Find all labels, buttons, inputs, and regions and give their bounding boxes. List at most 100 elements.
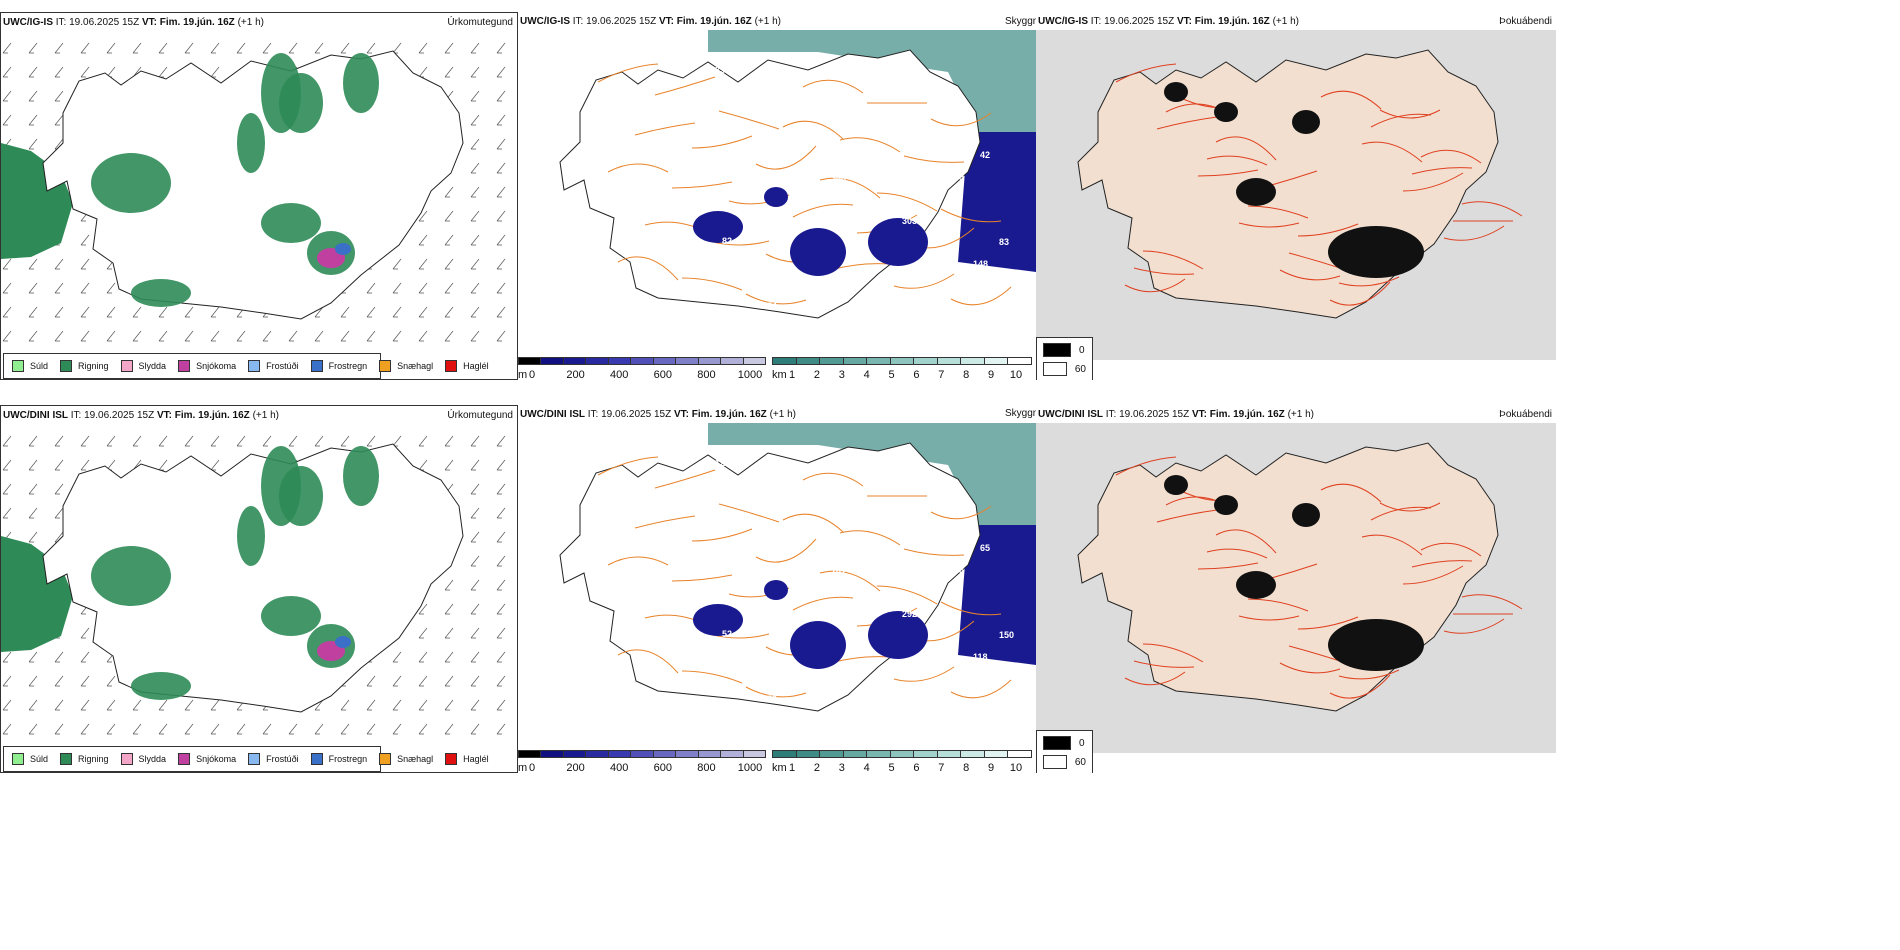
cloud-visibility-map-top: 968 204 277 346 303 148 747 338 162 657 65 83 85 105 1… <box>518 12 1036 380</box>
precip-legend: Súld Rigning Slydda Snjókoma Frostúði Frostre… <box>3 353 489 379</box>
legend-swatch <box>379 360 392 372</box>
cloud-base-colorbar: m 0 200 400 600 800 1000 <box>518 750 768 773</box>
low-cloud-area <box>790 621 846 669</box>
field-name: Skyggni <box>1005 16 1041 27</box>
low-cloud-area <box>764 580 788 600</box>
road <box>671 574 733 582</box>
colorbar-tick: 4 <box>863 369 870 380</box>
vt-label: VT: <box>141 17 157 28</box>
colorbar-bin <box>586 751 609 757</box>
it-value: 19.06.2025 15Z <box>601 409 672 420</box>
legend-swatch <box>248 753 261 765</box>
ceiling-label: 65 <box>980 543 990 553</box>
road <box>1297 616 1359 630</box>
ceiling-label: 338 <box>715 65 730 75</box>
ceiling-label: 42 <box>838 64 848 74</box>
colorbar-tick: 2 <box>813 369 820 380</box>
low-cloud-area <box>693 604 743 636</box>
ceiling-label: 277 <box>760 130 775 140</box>
it-value: 19.06.2025 15Z <box>84 410 155 421</box>
legend-label: Snjókoma <box>196 754 237 764</box>
road <box>1379 502 1441 512</box>
fog-area <box>1328 619 1424 671</box>
vt-value: Fim. 19.jún. 16Z <box>676 16 752 27</box>
it-value: 19.06.2025 15Z <box>69 17 140 28</box>
road <box>597 456 659 476</box>
road <box>1320 90 1382 110</box>
legend-item: Frostúði <box>248 360 299 372</box>
model-name: UWC/DINI ISL <box>520 409 585 420</box>
legend-swatch <box>445 360 458 372</box>
road <box>903 155 965 163</box>
it-label: IT: <box>70 410 82 421</box>
lead-offset: (+1 h) <box>237 17 264 28</box>
fog-high-value: 60 <box>1074 363 1086 375</box>
road <box>755 145 817 170</box>
colorbar-unit: km <box>772 762 787 773</box>
panel-header: UWC/IG-IS IT: 19.06.2025 15Z VT: Fim. 19… <box>3 17 264 28</box>
road <box>745 686 807 698</box>
road <box>792 596 854 611</box>
colorbar-bin <box>631 358 654 364</box>
ceiling-label: 42 <box>980 150 990 160</box>
road <box>876 585 938 605</box>
road <box>1133 660 1195 668</box>
coastline <box>559 49 981 319</box>
low-cloud-area <box>764 187 788 207</box>
colorbar-bin <box>984 358 1009 364</box>
vt-label: VT: <box>156 410 172 421</box>
rain-area <box>91 546 171 606</box>
road <box>671 181 733 189</box>
ceiling-label: 103 <box>812 86 827 96</box>
legend-swatch <box>60 360 73 372</box>
road <box>1420 542 1482 557</box>
ceiling-label: 170 <box>928 587 943 597</box>
field-name: Úrkomutegund <box>447 17 513 28</box>
panel-header: UWC/DINI ISL IT: 19.06.2025 15Z VT: Fim.… <box>520 409 796 420</box>
road <box>1133 267 1195 275</box>
fog-area <box>1328 226 1424 278</box>
cloud-base-colorbar: m 0 200 400 600 800 1000 <box>518 357 768 380</box>
ceiling-label: 37 <box>793 672 803 682</box>
precip-type-map-top: UWC/IG-IS IT: 19.06.2025 15Z VT: Fim. 19… <box>0 12 518 380</box>
legend-item: Snæhagl <box>379 360 433 372</box>
colorbar-bin <box>1008 358 1032 364</box>
legend-item: Haglél <box>445 360 489 372</box>
colorbar-tick: 9 <box>988 369 995 380</box>
road <box>1197 562 1259 570</box>
colorbar-tick: 1 <box>788 762 796 773</box>
road <box>950 679 1012 699</box>
road <box>1320 483 1382 503</box>
low-cloud-area <box>868 218 928 266</box>
colorbar-tick: 6 <box>913 369 920 380</box>
colorbar-bin <box>721 751 744 757</box>
road <box>654 76 716 96</box>
ceiling-label: 283 <box>786 501 801 511</box>
ceiling-label: 101 <box>831 566 846 576</box>
road <box>1338 669 1400 680</box>
road <box>893 273 955 289</box>
road <box>1142 250 1204 270</box>
legend-label: Súld <box>30 754 49 764</box>
colorbar-bin <box>563 358 587 364</box>
road <box>607 556 669 566</box>
it-label: IT: <box>587 409 599 420</box>
low-cloud-area <box>958 525 1036 665</box>
ceiling-label: 292 <box>902 609 917 619</box>
colorbar-tick: 200 <box>566 369 585 380</box>
lead-offset: (+1 h) <box>769 409 796 420</box>
it-label: IT: <box>572 16 584 27</box>
colorbar-bin <box>698 751 722 757</box>
legend-swatch <box>445 753 458 765</box>
road <box>1297 223 1359 237</box>
legend-label: Rigning <box>78 754 109 764</box>
colorbar-tick: 0 <box>528 369 536 380</box>
low-cloud-area <box>868 611 928 659</box>
cloud-visibility-map-bottom: 163 135 110 101 292 118 135 125 283 124 170 150 113 9… <box>518 405 1036 773</box>
ceiling-label: 38 <box>909 107 919 117</box>
fog-index-map-bottom: UWC/DINI ISL IT: 19.06.2025 15Z VT: Fim.… <box>1036 405 1556 773</box>
ceiling-label: 59 <box>954 172 964 182</box>
road <box>1279 662 1341 674</box>
fog-legend: 0 60 <box>1036 337 1093 380</box>
road <box>681 277 743 291</box>
